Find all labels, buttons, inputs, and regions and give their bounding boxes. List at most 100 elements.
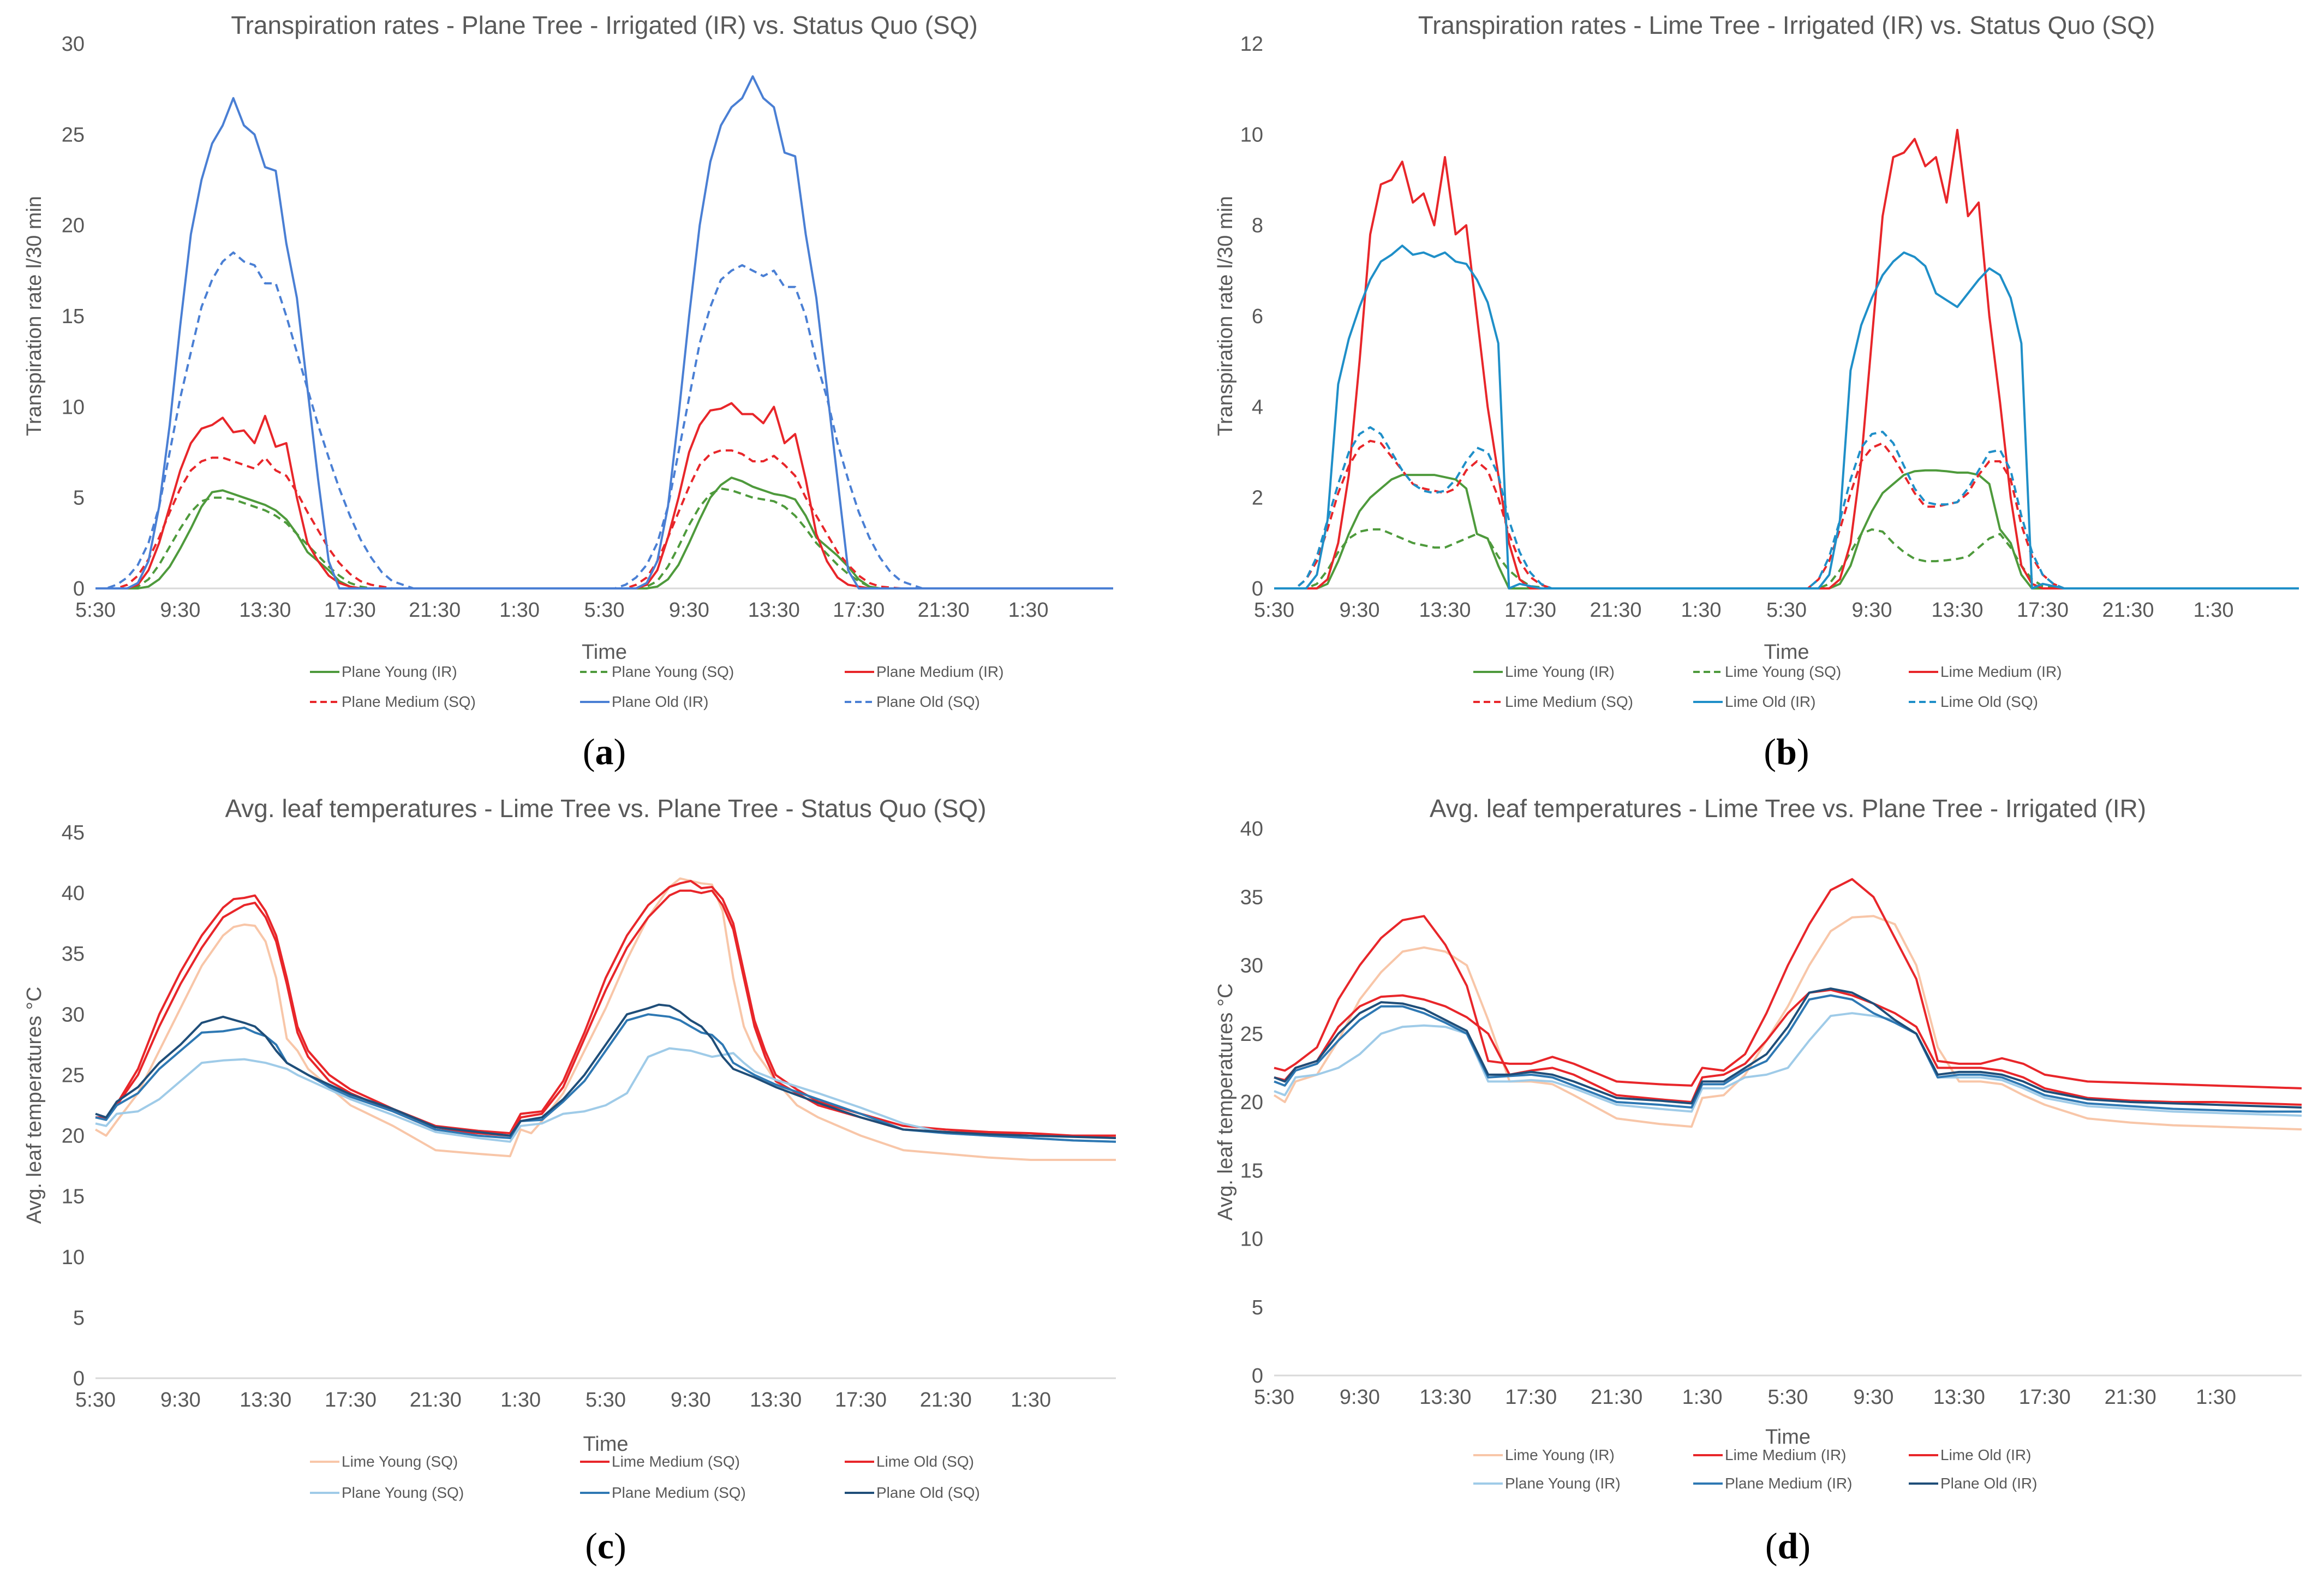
panel-label: (a) (583, 731, 626, 772)
series-line (95, 1013, 1116, 1143)
legend-label: Plane Young (IR) (342, 663, 457, 680)
series-line (1274, 987, 2302, 1109)
y-tick-label: 35 (1240, 886, 1263, 909)
panel-label-close: ) (614, 731, 626, 772)
y-tick-label: 25 (1240, 1023, 1263, 1046)
legend-label: Lime Medium (SQ) (1505, 693, 1633, 710)
series-line (1274, 994, 2302, 1113)
y-tick-label: 15 (1240, 1159, 1263, 1182)
x-tick-label: 13:30 (239, 599, 291, 622)
y-tick-label: 0 (73, 1367, 85, 1390)
series-line (1273, 915, 2302, 1131)
x-tick-label: 13:30 (1931, 599, 1983, 622)
x-tick-label: 9:30 (1340, 599, 1380, 622)
x-tick-label: 1:30 (499, 599, 540, 622)
series-line (1274, 988, 2302, 1106)
legend-label: Plane Old (SQ) (876, 1484, 980, 1501)
x-tick-label: 21:30 (2102, 599, 2154, 622)
x-tick-label: 1:30 (1681, 599, 1722, 622)
panel-a: Transpiration rates - Plane Tree - Irrig… (23, 11, 1113, 772)
series-line (1274, 245, 2299, 589)
y-tick-label: 30 (62, 1003, 85, 1026)
x-tick-label: 1:30 (1682, 1386, 1723, 1409)
y-tick-label: 30 (1240, 955, 1263, 978)
x-tick-label: 13:30 (240, 1389, 291, 1412)
y-tick-label: 30 (62, 33, 85, 56)
y-tick-label: 10 (1240, 123, 1263, 146)
chart-title: Transpiration rates - Lime Tree - Irriga… (1418, 11, 2155, 39)
legend-label: Lime Medium (SQ) (612, 1453, 740, 1470)
x-tick-label: 5:30 (75, 599, 116, 622)
x-tick-label: 21:30 (2105, 1386, 2156, 1409)
panel-label: (b) (1764, 731, 1809, 772)
panel-label-open: ( (585, 1525, 598, 1567)
x-tick-label: 1:30 (500, 1389, 541, 1412)
x-tick-label: 17:30 (2017, 599, 2069, 622)
legend-label: Lime Young (IR) (1505, 663, 1615, 680)
x-axis-title: Time (1765, 1426, 1811, 1449)
series-line (1274, 129, 2299, 589)
legend-label: Lime Old (IR) (1725, 693, 1815, 710)
y-tick-label: 20 (1240, 1091, 1263, 1114)
x-tick-label: 17:30 (325, 1389, 377, 1412)
x-tick-label: 5:30 (75, 1389, 116, 1412)
x-tick-label: 13:30 (1933, 1386, 1985, 1409)
panel-label-open: ( (1765, 1525, 1778, 1567)
x-tick-label: 17:30 (2019, 1386, 2071, 1409)
x-tick-label: 21:30 (918, 599, 970, 622)
x-tick-label: 13:30 (1419, 1386, 1471, 1409)
panel-label-letter: a (595, 731, 614, 772)
x-axis-title: Time (1764, 641, 1809, 664)
series-line (95, 449, 1113, 589)
legend-label: Plane Medium (IR) (1725, 1475, 1852, 1492)
y-tick-label: 40 (1240, 818, 1263, 841)
x-tick-label: 9:30 (1853, 1386, 1893, 1409)
panel-c: Avg. leaf temperatures - Lime Tree vs. P… (23, 794, 1116, 1567)
panel-label-close: ) (614, 1525, 626, 1567)
y-tick-label: 35 (62, 943, 85, 966)
x-tick-label: 21:30 (1590, 599, 1641, 622)
y-tick-label: 8 (1252, 215, 1263, 237)
y-tick-label: 0 (1252, 577, 1263, 600)
legend-label: Lime Young (SQ) (342, 1453, 458, 1470)
legend-label: Lime Medium (IR) (1940, 663, 2062, 680)
panel-label-close: ) (1798, 1525, 1811, 1567)
series-line (95, 487, 1113, 589)
x-tick-label: 5:30 (584, 599, 625, 622)
x-tick-label: 9:30 (1852, 599, 1892, 622)
y-tick-label: 20 (62, 1125, 85, 1148)
y-tick-label: 10 (1240, 1228, 1263, 1251)
series-line (1274, 439, 2299, 589)
panel-label-letter: b (1776, 731, 1797, 772)
series-line (1274, 469, 2299, 589)
legend-label: Plane Medium (IR) (876, 663, 1003, 680)
y-tick-label: 5 (73, 1307, 85, 1330)
legend-label: Lime Young (IR) (1505, 1446, 1615, 1463)
y-tick-label: 5 (1252, 1296, 1263, 1319)
series-line (95, 877, 1116, 1161)
chart-title: Avg. leaf temperatures - Lime Tree vs. P… (1430, 794, 2146, 823)
series-line (95, 75, 1113, 589)
x-tick-label: 17:30 (324, 599, 376, 622)
y-tick-label: 10 (62, 1246, 85, 1269)
legend-label: Lime Old (SQ) (876, 1453, 974, 1470)
legend-label: Lime Old (SQ) (1940, 693, 2038, 710)
y-tick-label: 10 (62, 396, 85, 419)
y-axis-title: Avg. leaf temperatures °C (23, 987, 46, 1224)
y-tick-label: 0 (73, 577, 85, 600)
y-tick-label: 5 (73, 487, 85, 510)
series-line (95, 879, 1116, 1137)
y-tick-label: 15 (62, 1186, 85, 1208)
x-tick-label: 5:30 (1254, 1386, 1294, 1409)
series-line (1274, 878, 2302, 1089)
x-tick-label: 9:30 (671, 1389, 711, 1412)
chart-title: Transpiration rates - Plane Tree - Irrig… (231, 11, 978, 39)
legend-label: Plane Young (SQ) (612, 663, 734, 680)
y-axis-title: Transpiration rate l/30 min (23, 196, 46, 436)
panel-label-close: ) (1797, 731, 1809, 772)
y-tick-label: 25 (62, 1064, 85, 1087)
series-line (95, 402, 1113, 589)
y-tick-label: 4 (1252, 396, 1263, 419)
panel-label: (d) (1765, 1525, 1811, 1567)
